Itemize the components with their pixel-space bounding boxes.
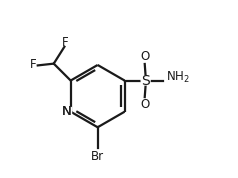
Text: O: O [140, 50, 149, 63]
Text: F: F [62, 36, 69, 49]
Text: O: O [140, 98, 149, 111]
Text: N: N [62, 105, 72, 118]
Text: Br: Br [91, 150, 104, 163]
Text: S: S [141, 74, 150, 88]
Text: NH$_2$: NH$_2$ [166, 70, 189, 85]
Text: N: N [62, 105, 71, 118]
Bar [62, 107, 71, 116]
Text: F: F [30, 58, 36, 71]
Circle shape [141, 76, 150, 85]
